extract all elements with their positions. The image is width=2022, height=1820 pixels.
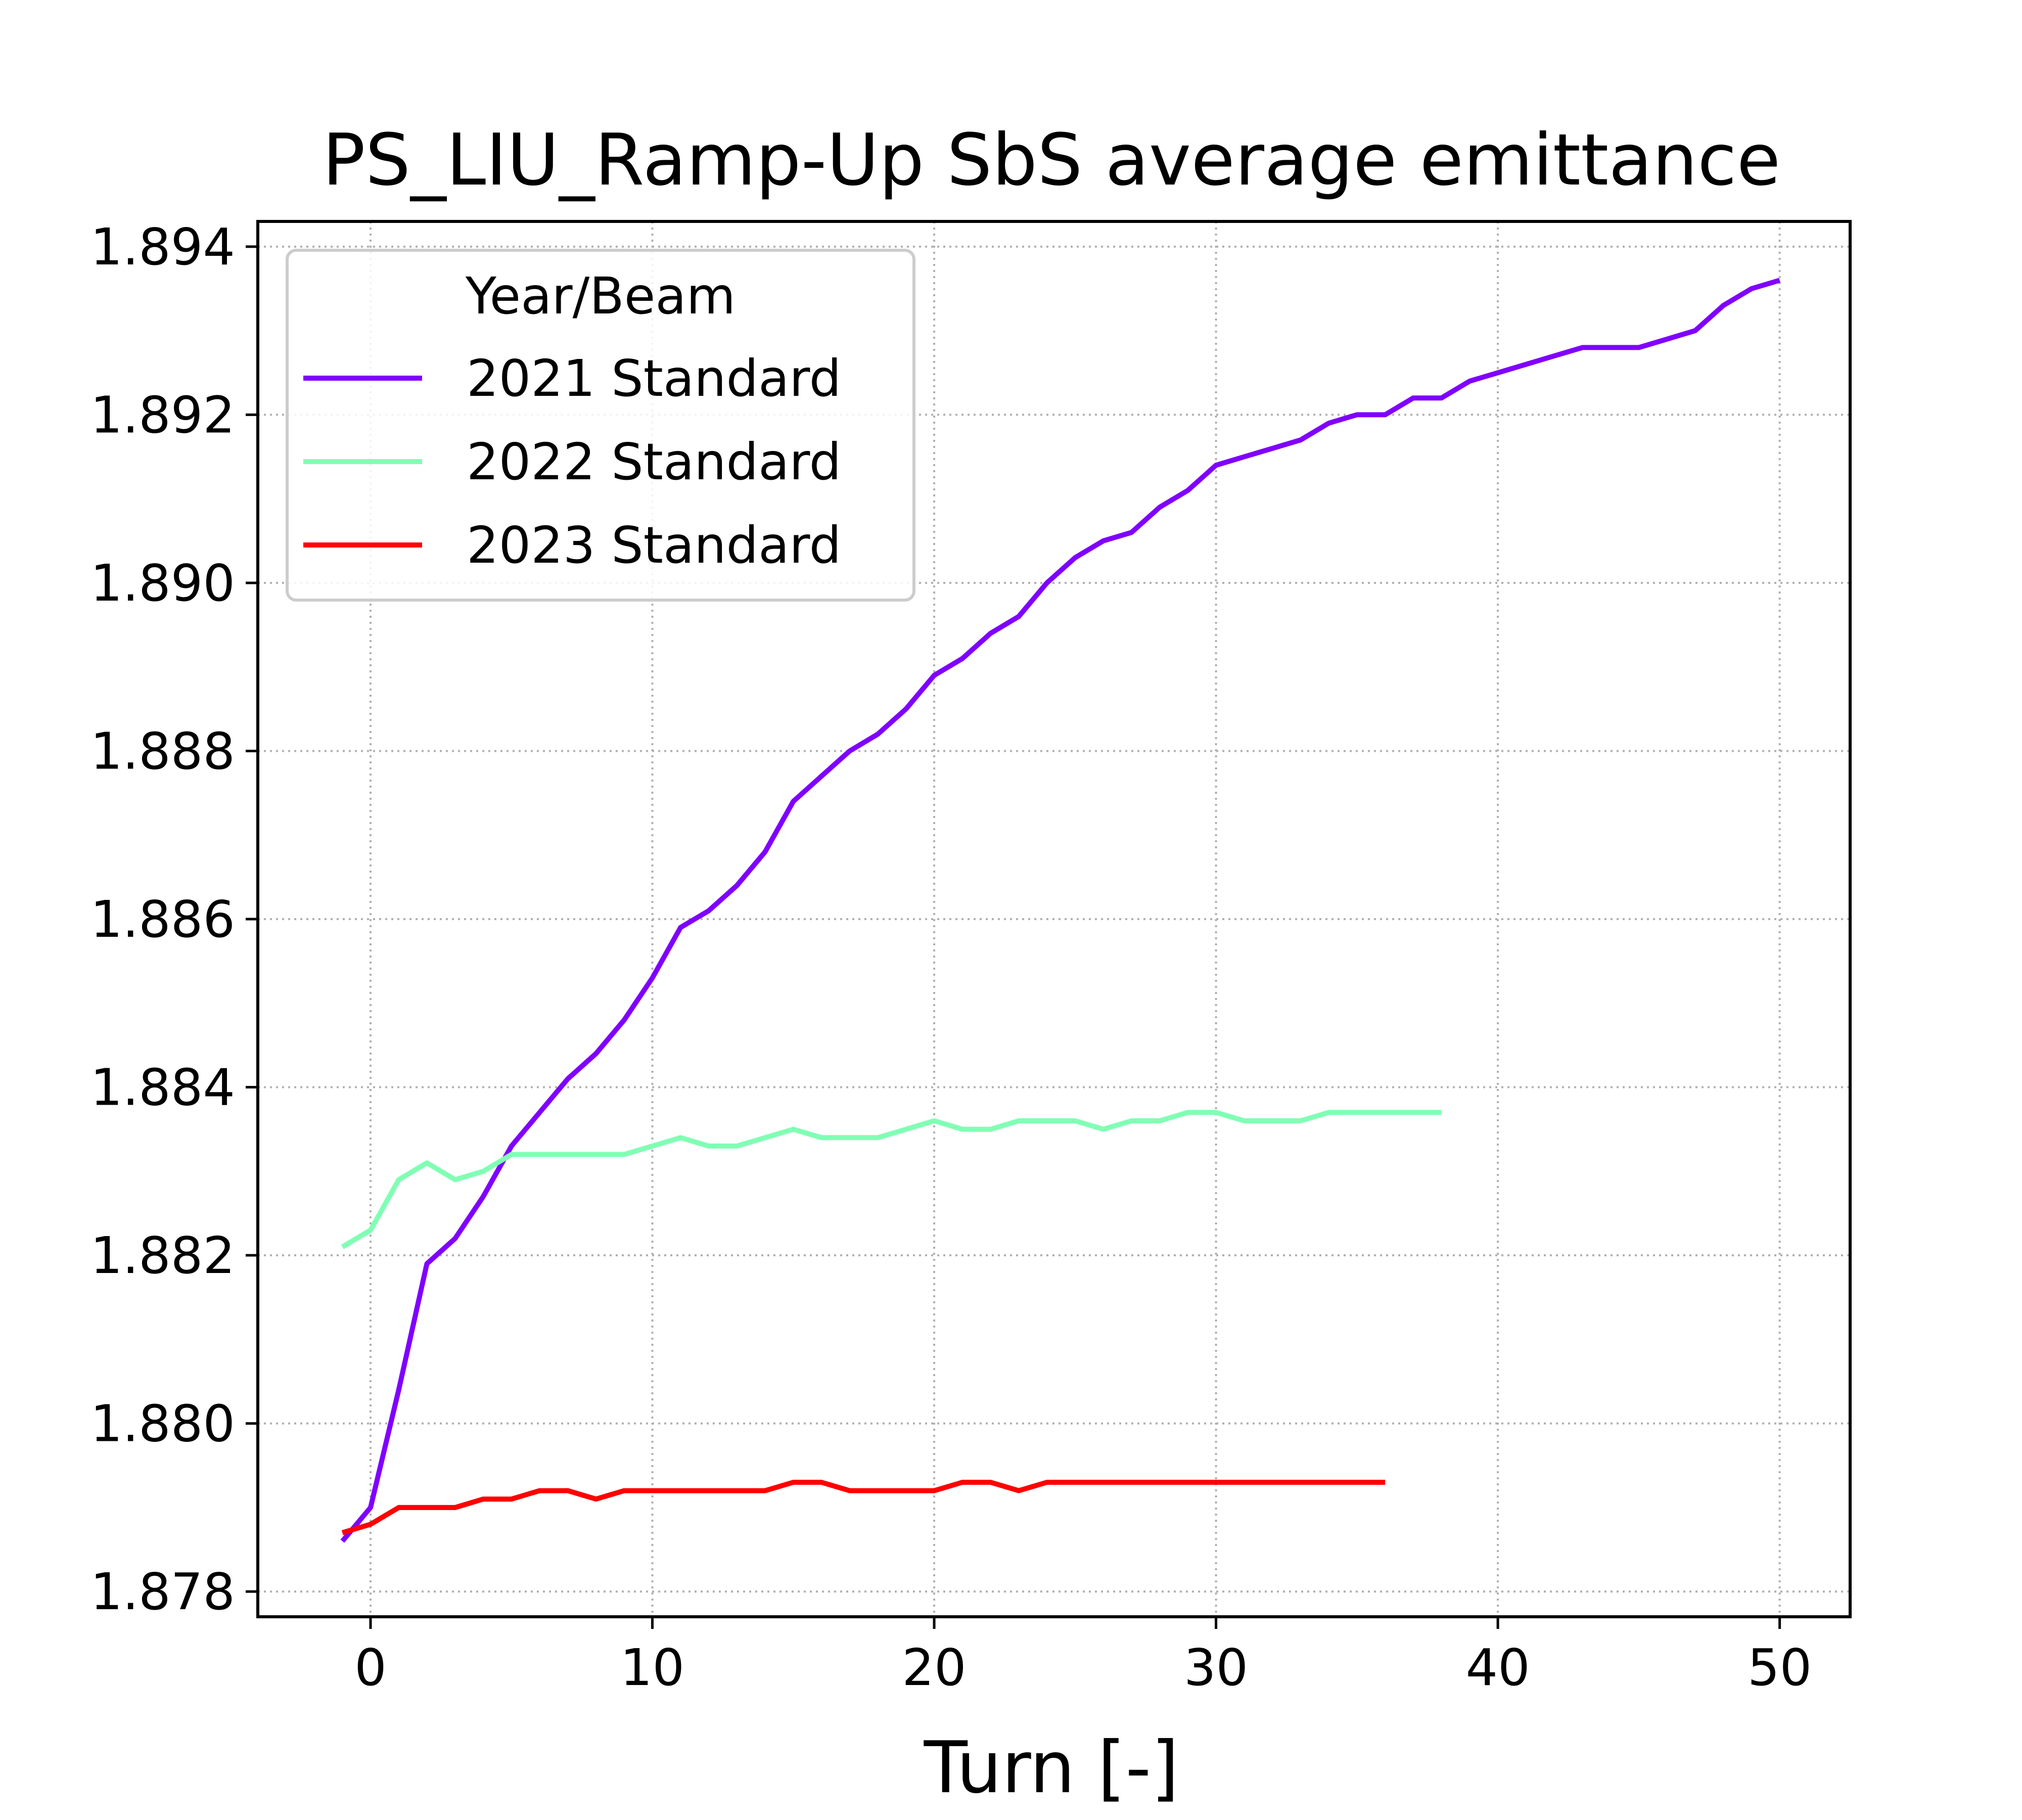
- x-tick-label: 10: [620, 1638, 684, 1697]
- y-axis-ticks: 1.878 1.880 1.882 1.884 1.886 1.888 1.890 1.892…: [90, 217, 258, 1621]
- grid-lines: [258, 221, 1850, 1617]
- y-tick-label: 1.882: [90, 1226, 235, 1285]
- legend-title: Year/Beam: [465, 266, 736, 326]
- y-tick-label: 1.894: [90, 217, 235, 277]
- x-tick-label: 30: [1184, 1638, 1248, 1697]
- series-line-0: [340, 278, 1781, 1543]
- legend-label: 2021 Standard: [467, 349, 841, 408]
- chart-title: PS_LIU_Ramp-Up SbS average emittance: [323, 119, 1781, 202]
- series-lines: [340, 278, 1781, 1543]
- x-axis-label: Turn [-]: [924, 1726, 1179, 1809]
- legend-box: [286, 249, 915, 602]
- y-tick-label: 1.886: [90, 890, 235, 949]
- legend-label: 2022 Standard: [467, 432, 841, 491]
- y-tick-label: 1.884: [90, 1058, 235, 1117]
- x-tick-label: 40: [1465, 1638, 1530, 1697]
- x-axis-ticks: 0 10 20 30 40 50: [354, 1617, 1812, 1697]
- x-tick-label: 0: [354, 1638, 387, 1697]
- legend-label: 2023 Standard: [467, 516, 841, 575]
- y-tick-label: 1.880: [90, 1394, 235, 1453]
- y-tick-label: 1.892: [90, 385, 235, 444]
- legend: Year/Beam 2021 Standard 2022 Standard 2023…: [286, 249, 915, 602]
- series-line-1: [341, 1110, 1442, 1249]
- legend-entries: 2021 Standard 2022 Standard 2023 Standard: [303, 349, 841, 575]
- y-tick-label: 1.890: [90, 554, 235, 613]
- y-tick-label: 1.888: [90, 721, 235, 781]
- y-tick-label: 1.878: [90, 1562, 235, 1621]
- x-tick-label: 20: [902, 1638, 966, 1697]
- series-line-2: [341, 1480, 1386, 1535]
- x-tick-label: 50: [1748, 1638, 1812, 1697]
